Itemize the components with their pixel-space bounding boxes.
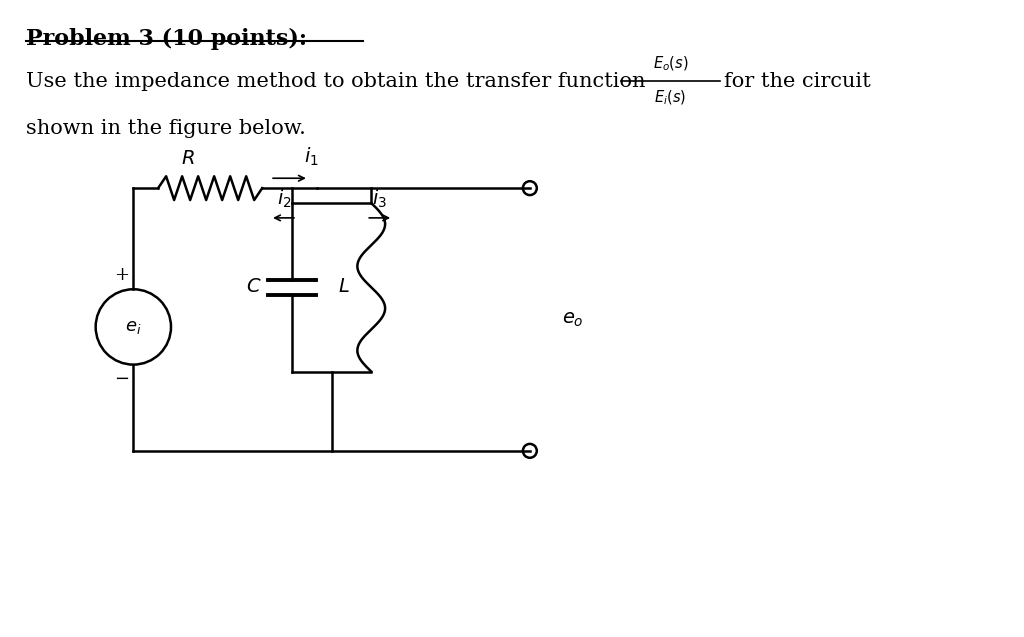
Text: +: + — [114, 266, 129, 284]
Text: $L$: $L$ — [338, 278, 349, 296]
Text: Problem 3 (10 points):: Problem 3 (10 points): — [27, 27, 307, 50]
Text: $i_3$: $i_3$ — [372, 188, 387, 210]
Text: Use the impedance method to obtain the transfer function: Use the impedance method to obtain the t… — [27, 71, 646, 90]
Text: for the circuit: for the circuit — [724, 71, 870, 90]
Text: −: − — [114, 369, 129, 387]
Text: $E_i(s)$: $E_i(s)$ — [654, 89, 687, 107]
Text: $e_i$: $e_i$ — [125, 318, 141, 336]
Text: $i_2$: $i_2$ — [276, 188, 292, 210]
Text: $R$: $R$ — [181, 150, 196, 168]
Text: $C$: $C$ — [247, 278, 262, 296]
Text: $i_1$: $i_1$ — [304, 146, 319, 168]
Text: $E_o(s)$: $E_o(s)$ — [652, 55, 688, 73]
Text: $e_o$: $e_o$ — [561, 310, 584, 329]
Text: shown in the figure below.: shown in the figure below. — [27, 119, 306, 138]
